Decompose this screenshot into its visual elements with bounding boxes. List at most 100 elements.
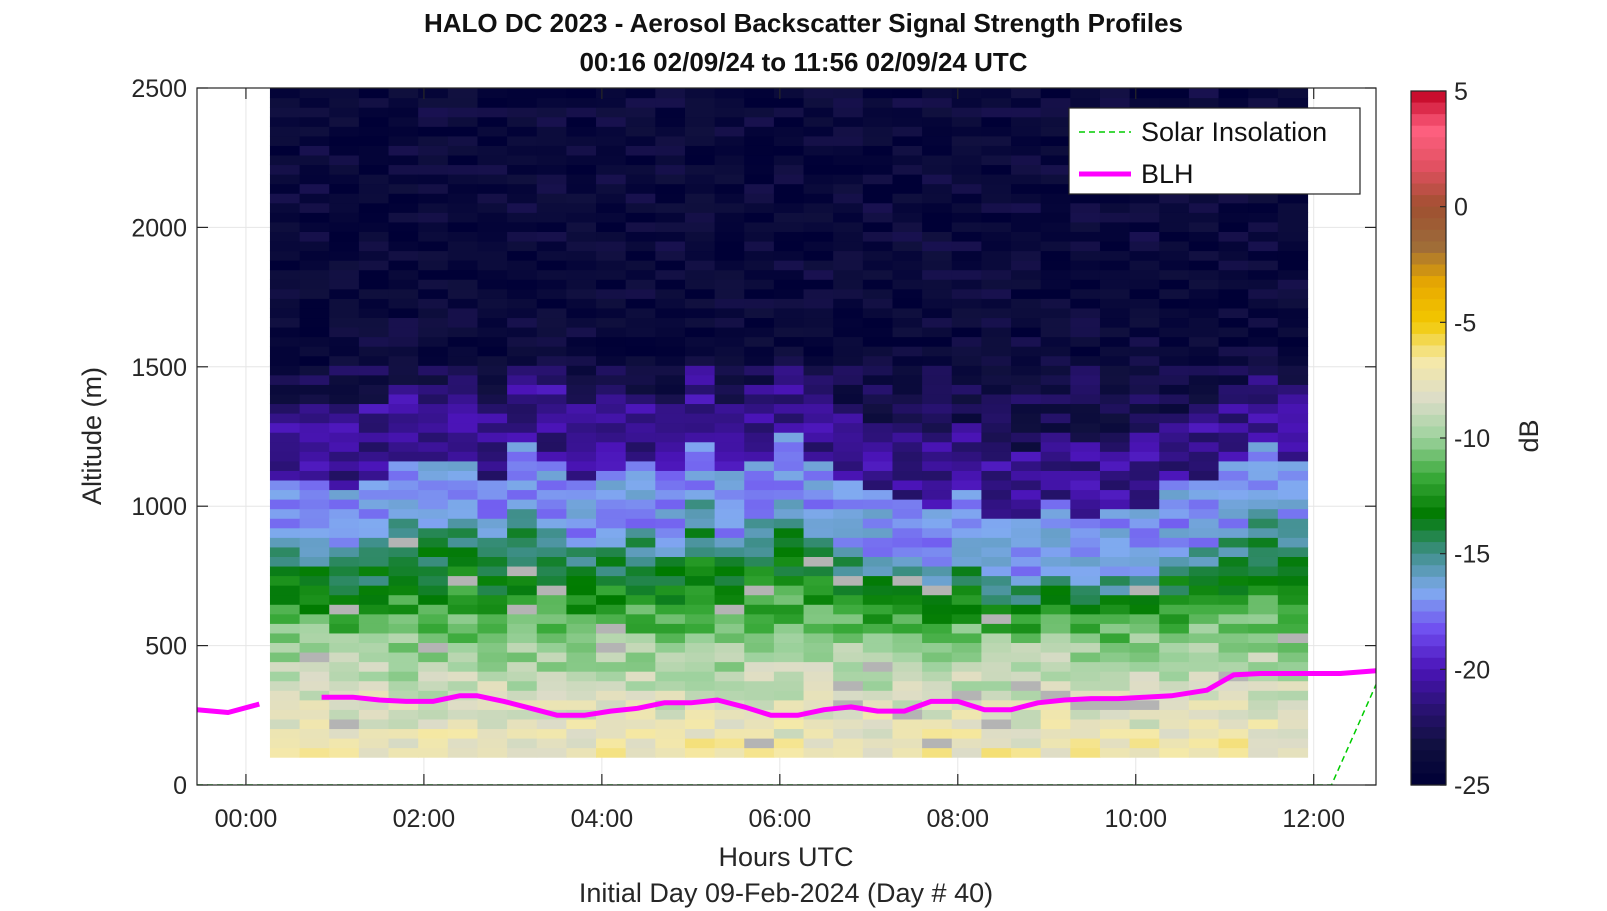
heatmap-cell xyxy=(625,126,656,137)
heatmap-cell xyxy=(1277,288,1309,299)
heatmap-cell xyxy=(951,307,982,319)
heatmap-cell xyxy=(596,613,627,624)
legend-solar-label: Solar Insolation xyxy=(1141,117,1327,147)
heatmap-cell xyxy=(1099,88,1131,99)
heatmap-cell xyxy=(625,145,656,156)
heatmap-cell xyxy=(536,632,567,644)
heatmap-cell xyxy=(1248,212,1279,223)
heatmap-cell xyxy=(803,336,834,347)
heatmap-cell xyxy=(803,393,834,405)
heatmap-cell xyxy=(951,403,982,414)
heatmap-cell xyxy=(536,269,567,280)
heatmap-cell xyxy=(922,565,953,577)
heatmap-cell xyxy=(1159,413,1190,424)
heatmap-cell xyxy=(536,202,567,213)
heatmap-cell xyxy=(862,279,894,290)
heatmap-cell xyxy=(566,212,597,223)
heatmap-cell xyxy=(269,164,301,175)
heatmap-cell xyxy=(744,537,775,548)
heatmap-cell xyxy=(1159,336,1190,347)
heatmap-cell xyxy=(418,193,449,204)
heatmap-cell xyxy=(1188,537,1220,548)
heatmap-cell xyxy=(299,604,330,615)
heatmap-cell xyxy=(388,441,419,452)
heatmap-cell xyxy=(951,518,982,529)
heatmap-cell xyxy=(625,728,656,739)
heatmap-cell xyxy=(655,346,686,357)
heatmap-cell xyxy=(714,489,745,500)
heatmap-cell xyxy=(507,642,538,653)
heatmap-cell xyxy=(1277,221,1309,232)
heatmap-cell xyxy=(773,288,805,299)
heatmap-cell xyxy=(655,174,686,185)
heatmap-cell xyxy=(951,298,982,309)
heatmap-cell xyxy=(773,145,805,156)
heatmap-cell xyxy=(418,709,449,720)
heatmap-cell xyxy=(655,88,686,99)
heatmap-cell xyxy=(1011,183,1042,194)
heatmap-cell xyxy=(892,527,923,538)
heatmap-cell xyxy=(1188,585,1220,596)
heatmap-cell xyxy=(833,135,864,146)
heatmap-cell xyxy=(981,135,1012,146)
heatmap-cell xyxy=(951,336,982,347)
heatmap-cell xyxy=(803,260,834,271)
heatmap-cell xyxy=(477,709,508,720)
heatmap-cell xyxy=(833,346,864,357)
heatmap-cell xyxy=(922,671,953,682)
heatmap-cell xyxy=(1159,470,1190,481)
heatmap-cell xyxy=(892,154,923,166)
heatmap-cell xyxy=(684,613,716,624)
heatmap-cell xyxy=(566,451,597,462)
heatmap-cell xyxy=(625,107,656,118)
heatmap-cell xyxy=(684,374,716,385)
heatmap-cell xyxy=(329,221,360,232)
heatmap-cell xyxy=(418,613,449,624)
heatmap-cell xyxy=(477,326,508,338)
heatmap-cell xyxy=(329,613,360,624)
heatmap-cell xyxy=(269,231,301,242)
heatmap-cell xyxy=(655,718,686,730)
heatmap-cell xyxy=(596,154,627,166)
heatmap-cell xyxy=(744,508,775,519)
heatmap-cell xyxy=(655,738,686,749)
heatmap-cell xyxy=(803,432,834,443)
heatmap-cell xyxy=(299,699,330,710)
heatmap-cell xyxy=(1070,680,1101,691)
heatmap-cell xyxy=(269,527,301,538)
heatmap-cell xyxy=(744,240,775,252)
heatmap-cell xyxy=(1099,699,1131,710)
heatmap-cell xyxy=(1277,565,1309,577)
heatmap-cell xyxy=(388,489,419,500)
colorbar-segment xyxy=(1411,414,1446,428)
heatmap-cell xyxy=(684,240,716,252)
heatmap-cell xyxy=(447,326,479,338)
heatmap-cell xyxy=(803,413,834,424)
heatmap-cell xyxy=(1011,413,1042,424)
heatmap-cell xyxy=(358,661,390,672)
heatmap-cell xyxy=(773,135,805,146)
heatmap-cell xyxy=(1129,546,1160,557)
heatmap-cell xyxy=(625,690,656,701)
heatmap-cell xyxy=(684,747,716,758)
heatmap-cell xyxy=(418,441,449,452)
heatmap-cell xyxy=(477,260,508,271)
heatmap-cell xyxy=(1099,680,1131,691)
heatmap-cell xyxy=(329,365,360,376)
heatmap-cell xyxy=(299,508,330,519)
heatmap-cell xyxy=(833,403,864,414)
heatmap-cell xyxy=(1070,651,1101,663)
colorbar-tick-label: -20 xyxy=(1454,656,1490,684)
heatmap-cell xyxy=(1011,346,1042,357)
heatmap-cell xyxy=(951,202,982,213)
heatmap-cell xyxy=(1011,671,1042,682)
heatmap-cell xyxy=(477,336,508,347)
heatmap-cell xyxy=(358,460,390,471)
heatmap-cell xyxy=(447,403,479,414)
heatmap-cell xyxy=(388,537,419,548)
heatmap-cell xyxy=(447,613,479,624)
heatmap-cell xyxy=(388,413,419,424)
heatmap-cell xyxy=(536,212,567,223)
heatmap-cell xyxy=(536,651,567,663)
heatmap-cell xyxy=(566,126,597,137)
